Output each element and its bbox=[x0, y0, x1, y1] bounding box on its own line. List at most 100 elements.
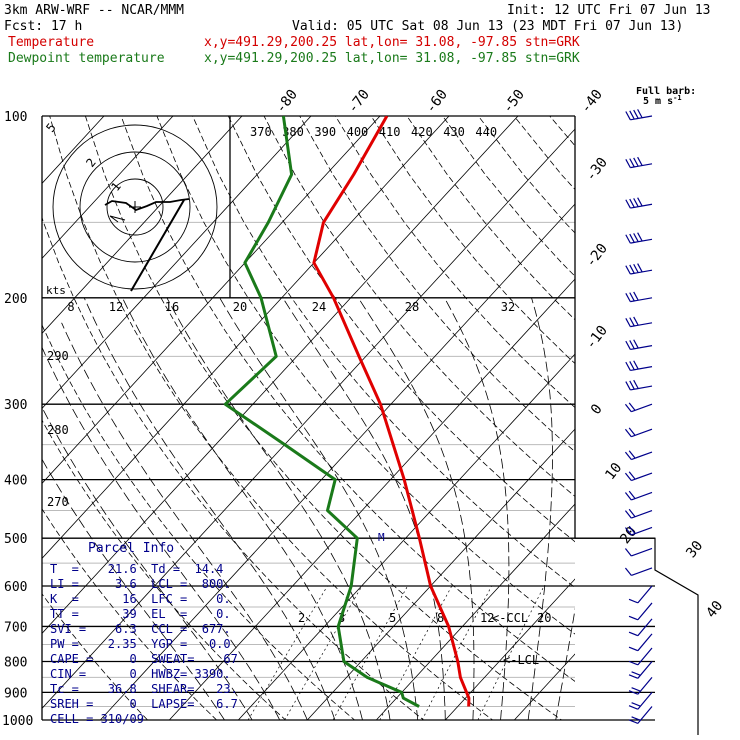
wind-barb-flag bbox=[628, 598, 639, 604]
dry-adiabat bbox=[335, 116, 575, 409]
moist-adiabat bbox=[583, 298, 668, 720]
wind-barb bbox=[628, 602, 653, 621]
wind-barb-flag bbox=[629, 317, 635, 327]
isotherm bbox=[42, 116, 519, 634]
wind-barb bbox=[628, 585, 653, 604]
wind-barb bbox=[624, 402, 653, 413]
wind-barb-flag bbox=[629, 158, 635, 168]
temperature-location: x,y=491.29,200.25 lat,lon= 31.08, -97.85… bbox=[204, 35, 580, 50]
wind-barb bbox=[625, 197, 653, 209]
moist-adiabat bbox=[219, 297, 419, 720]
hodograph-ring bbox=[79, 151, 191, 263]
temperature-tick-right: -30 bbox=[583, 155, 611, 185]
wind-barb-flag bbox=[624, 403, 632, 413]
theta-label: 410 bbox=[379, 125, 401, 139]
wind-barb-staff bbox=[637, 676, 653, 695]
wind-barb-flag bbox=[637, 197, 643, 207]
valid-time: Valid: 05 UTC Sat 08 Jun 13 (23 MDT Fri … bbox=[292, 19, 683, 34]
parcel-info-row: CELL = 310/09 bbox=[50, 712, 144, 726]
wind-barb bbox=[624, 490, 653, 501]
parcel-info-row: TT = 39 EL = 0. bbox=[50, 607, 231, 621]
dry-adiabat bbox=[42, 593, 149, 720]
wind-barb-staff bbox=[631, 491, 653, 501]
hodograph-ring-label: 1 bbox=[108, 180, 123, 194]
wind-barb bbox=[624, 471, 653, 482]
wind-barb-flag bbox=[629, 264, 635, 274]
wind-barb-flag bbox=[624, 548, 632, 557]
moist-adiabat bbox=[61, 322, 308, 720]
parcel-info-row: SVI = 6.3 CCL = 677. bbox=[50, 622, 231, 636]
dewpoint-profile bbox=[223, 116, 420, 708]
theta-label: 430 bbox=[443, 125, 465, 139]
lower-right-frame bbox=[575, 537, 699, 735]
pressure-tick-label: 800 bbox=[4, 655, 27, 670]
wind-barb bbox=[624, 450, 653, 461]
hodograph-inner-mark bbox=[109, 215, 126, 223]
level-marker: M bbox=[378, 531, 385, 544]
wind-barb-flag bbox=[628, 471, 636, 480]
dry-adiabat bbox=[370, 116, 575, 365]
wind-barb bbox=[624, 547, 653, 557]
wind-barb bbox=[628, 676, 653, 695]
wind-barb-flag bbox=[629, 292, 635, 302]
wind-barb-staff bbox=[637, 691, 653, 710]
hodograph-speed-tick: 20 bbox=[233, 300, 247, 314]
wind-barb-staff bbox=[637, 602, 653, 621]
wind-barb bbox=[625, 109, 653, 121]
wind-barb bbox=[624, 508, 653, 519]
moist-adiabat bbox=[83, 297, 336, 720]
storm-motion-vector bbox=[130, 199, 185, 292]
pressure-tick-label: 300 bbox=[4, 398, 27, 413]
wind-barb-flag bbox=[625, 199, 631, 209]
theta-label: 390 bbox=[314, 125, 336, 139]
theta-label: 420 bbox=[411, 125, 433, 139]
wind-barb-flag bbox=[633, 233, 639, 243]
isotherm bbox=[514, 653, 575, 720]
wind-barb bbox=[625, 232, 653, 244]
wind-barb-staff bbox=[631, 403, 653, 413]
pressure-tick-label: 400 bbox=[4, 474, 27, 489]
temperature-tick-right: -10 bbox=[583, 323, 611, 353]
lcl-marker: <-LCL bbox=[503, 653, 539, 667]
wind-barb-flag bbox=[624, 510, 632, 519]
hodograph-speed-tick: 28 bbox=[405, 300, 419, 314]
isotherm bbox=[307, 428, 575, 720]
wind-barb bbox=[625, 360, 653, 372]
isotherm bbox=[42, 116, 450, 559]
wind-barb-flag bbox=[628, 660, 639, 666]
parcel-info-row: Tc = 36.8 SHEAR= 23. bbox=[50, 682, 238, 696]
isotherm bbox=[169, 278, 575, 720]
wind-barb-flag bbox=[625, 318, 631, 327]
wind-barb bbox=[628, 706, 653, 724]
wind-barb-flag bbox=[629, 361, 635, 371]
wind-barb-flag bbox=[631, 702, 641, 707]
wind-barb-flag bbox=[637, 109, 643, 119]
wind-barb bbox=[625, 339, 653, 351]
dry-adiabat bbox=[513, 116, 575, 191]
theta-label: 440 bbox=[475, 125, 497, 139]
isotherm bbox=[42, 116, 312, 409]
wind-barb bbox=[628, 633, 653, 652]
wind-barb-flag bbox=[628, 631, 639, 637]
dry-adiabat bbox=[442, 116, 575, 277]
isotherm bbox=[721, 116, 740, 720]
parcel-info-title: Parcel Info bbox=[88, 541, 174, 556]
dry-adiabat bbox=[49, 116, 494, 720]
parcel-info-row: LI = 3.6 LCL = 800. bbox=[50, 577, 231, 591]
temperature-tick-top: -50 bbox=[500, 87, 528, 117]
isotherm bbox=[100, 203, 575, 720]
wind-barb-staff bbox=[631, 472, 653, 482]
pressure-tick-label: 900 bbox=[4, 686, 27, 701]
wind-barb-flag bbox=[633, 198, 639, 207]
forecast-hour: Fcst: 17 h bbox=[4, 19, 82, 34]
hodograph-unit: kts bbox=[46, 284, 66, 297]
wind-barb-flag bbox=[633, 360, 639, 370]
wind-barb-flag bbox=[633, 291, 639, 301]
wind-barb-flag bbox=[631, 671, 641, 676]
parcel-info-row: SREH = 0 LAPSE= 6.7 bbox=[50, 697, 238, 711]
wind-barb-flag bbox=[628, 719, 639, 724]
theta-left-label: 270 bbox=[47, 495, 69, 509]
wind-barb-flag bbox=[629, 233, 635, 243]
